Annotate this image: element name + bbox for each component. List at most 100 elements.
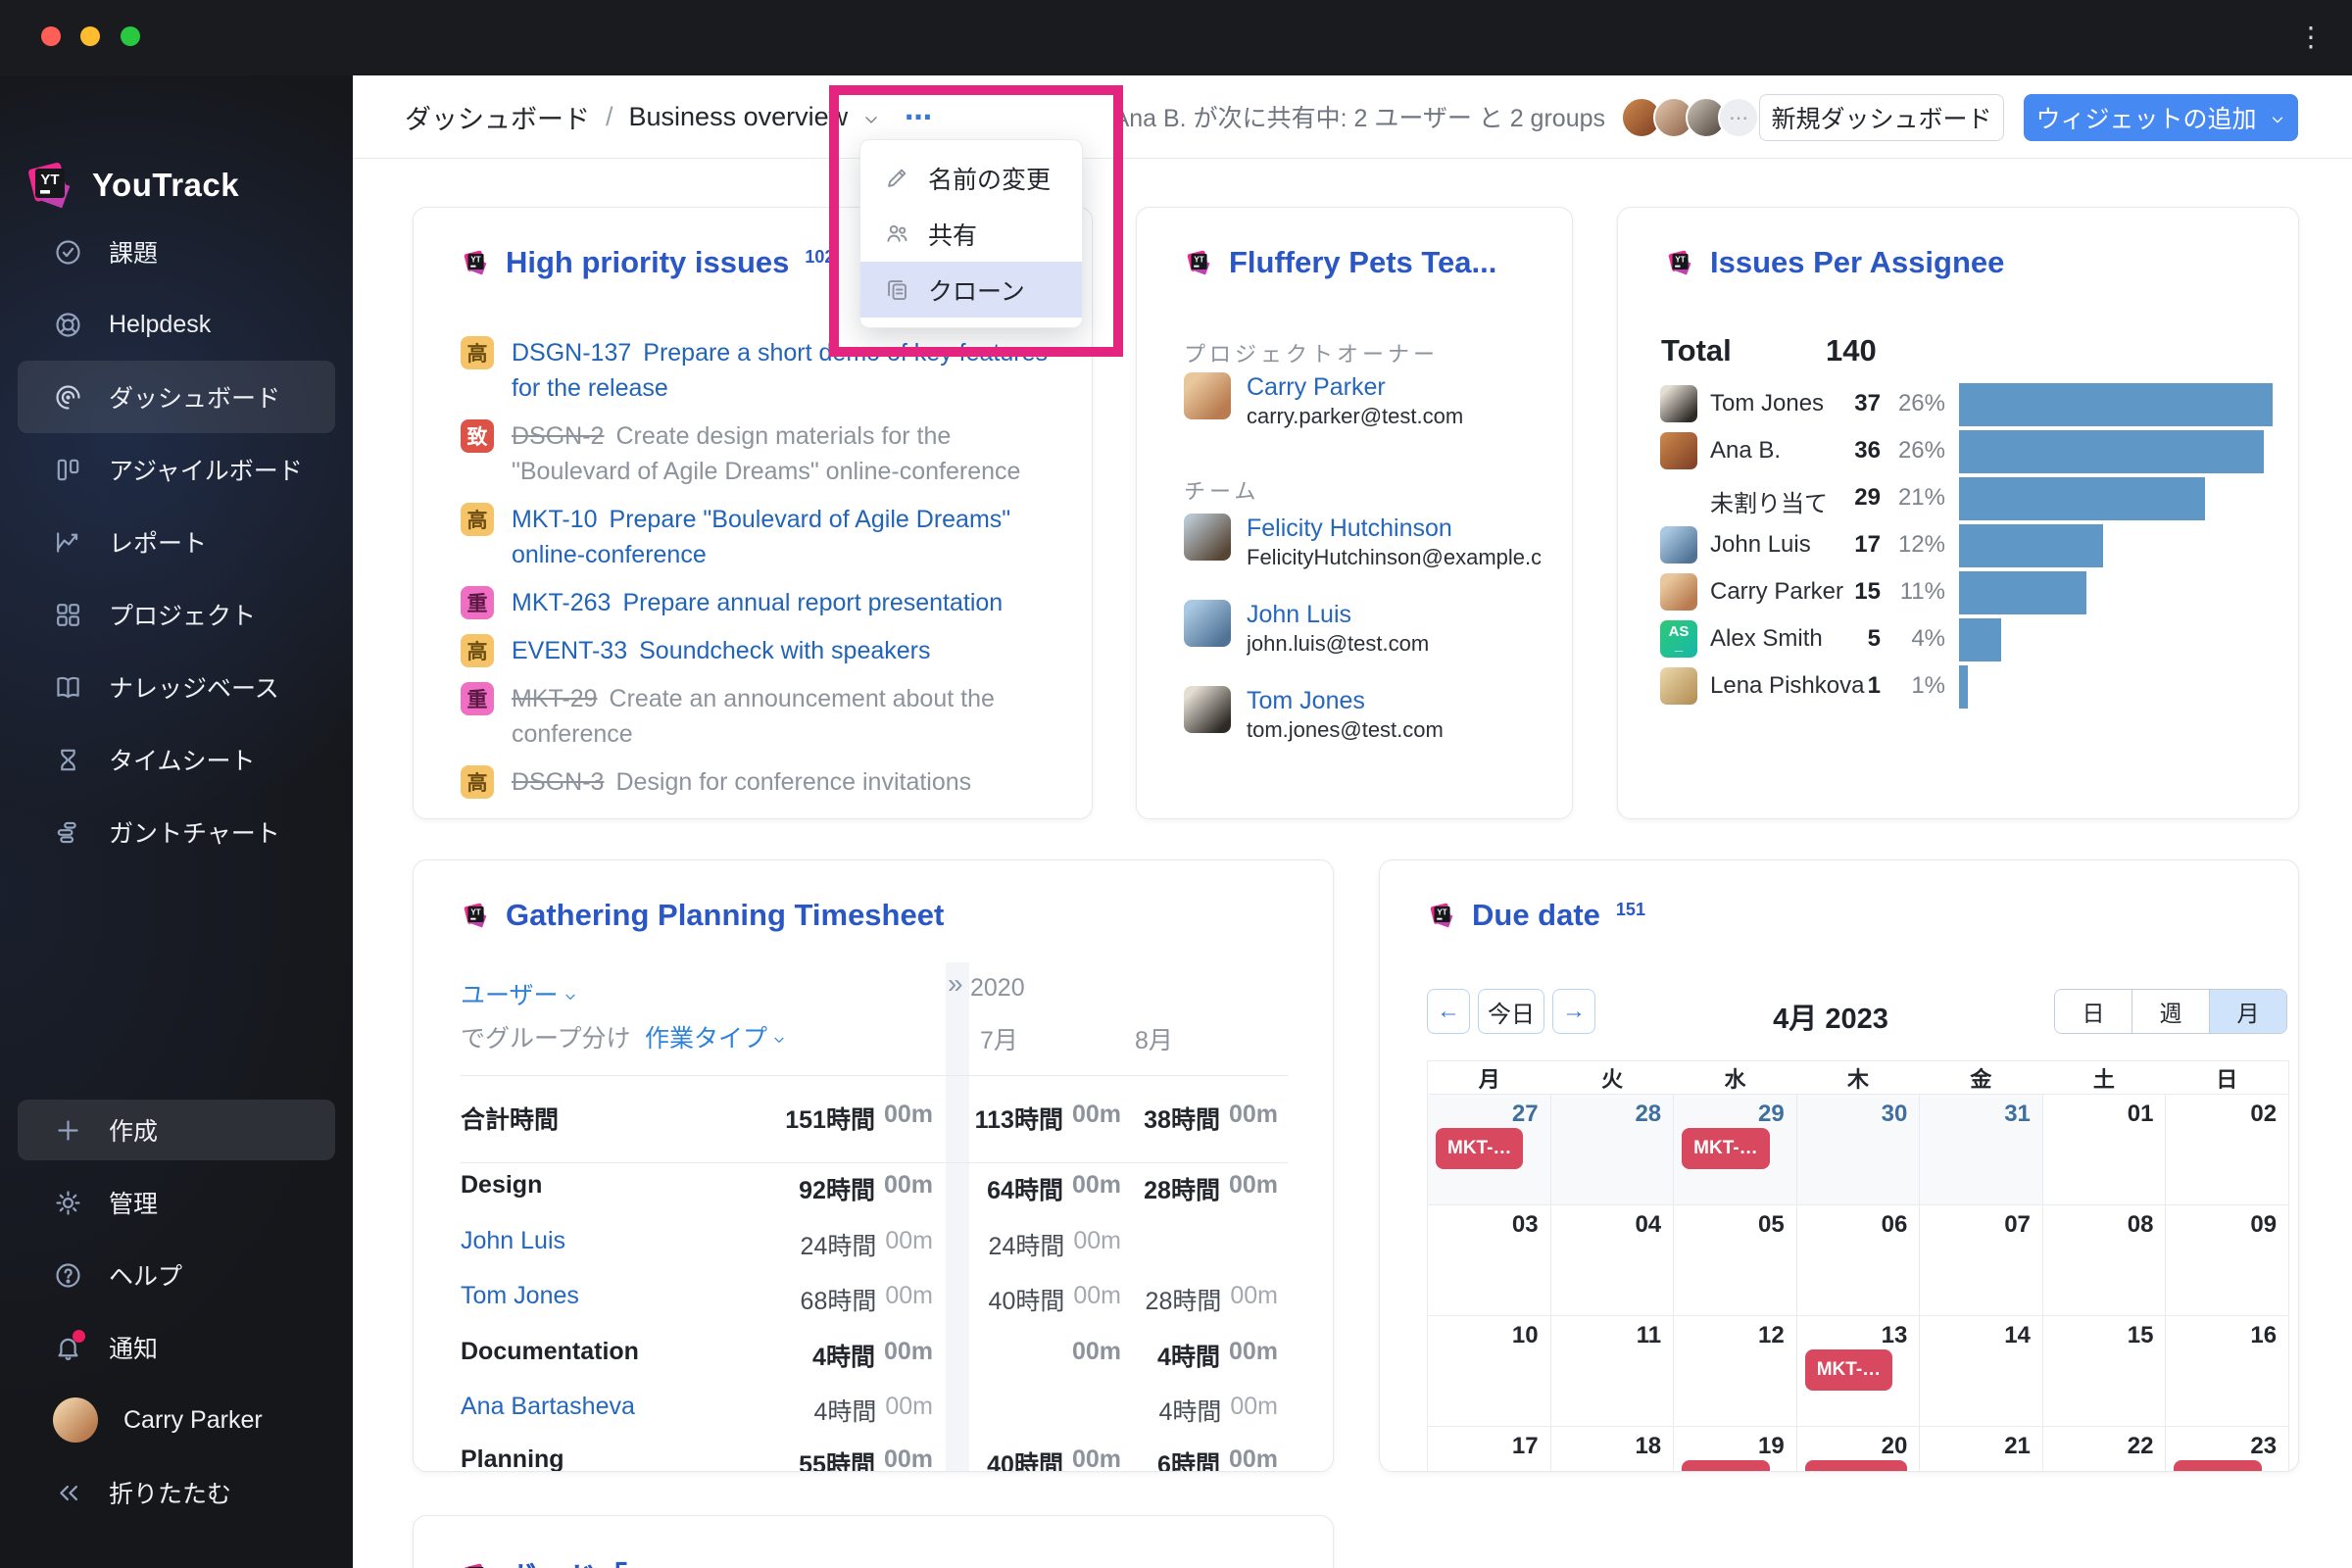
calendar-day-cell[interactable]: 07: [1919, 1205, 2042, 1315]
calendar-day-cell[interactable]: 31: [1919, 1095, 2042, 1204]
calendar-today-button[interactable]: 今日: [1478, 989, 1544, 1034]
widget-title-link[interactable]: Issues Per Assignee: [1710, 245, 2005, 279]
breadcrumb-dashboards-link[interactable]: ダッシュボード: [405, 104, 590, 134]
sidebar-item-knowledge-base[interactable]: ナレッジベース: [18, 651, 335, 723]
calendar-day-cell[interactable]: 12: [1673, 1316, 1796, 1426]
calendar-day-cell[interactable]: 14: [1919, 1316, 2042, 1426]
calendar-day-cell[interactable]: 02: [2165, 1095, 2289, 1204]
calendar-day-cell[interactable]: 18: [1549, 1427, 1674, 1471]
expand-columns-icon[interactable]: »: [948, 968, 963, 999]
breadcrumb-current[interactable]: Business overview: [628, 101, 849, 131]
calendar-day-cell[interactable]: 05: [1673, 1205, 1796, 1315]
calendar-day-cell[interactable]: 13 MKT-…: [1795, 1316, 1920, 1426]
window-close-button[interactable]: [41, 26, 61, 46]
group-field-value[interactable]: ユーザー: [461, 982, 559, 1009]
calendar-day-cell[interactable]: 27 MKT-…: [1428, 1095, 1550, 1204]
issue-summary-link[interactable]: Create design materials for the "Bouleva…: [512, 422, 1021, 485]
share-more-button[interactable]: ⋯: [1718, 97, 1759, 138]
add-widget-button[interactable]: ウィジェットの追加: [2024, 94, 2298, 141]
sidebar-item-dashboards[interactable]: ダッシュボード: [18, 361, 335, 433]
issue-id-link[interactable]: MKT-29: [512, 685, 598, 712]
calendar-day-cell[interactable]: 30: [1795, 1095, 1920, 1204]
window-kebab-icon[interactable]: ⋮: [2297, 22, 2325, 52]
menu-item-share-users[interactable]: 共有: [860, 206, 1082, 262]
calendar-issue-badge[interactable]: MKT-…: [1436, 1128, 1524, 1169]
assignee-name[interactable]: Alex Smith: [1710, 625, 1823, 652]
calendar-day-cell[interactable]: 15: [2041, 1316, 2166, 1426]
sidebar-item-plus[interactable]: 作成: [18, 1100, 335, 1160]
person-name-link[interactable]: John Luis: [1247, 601, 1352, 628]
assignee-name[interactable]: John Luis: [1710, 531, 1811, 558]
issue-id-link[interactable]: DSGN-3: [512, 768, 605, 796]
calendar-view-週[interactable]: 週: [2132, 990, 2209, 1033]
sidebar-item-tasks[interactable]: 課題: [18, 216, 335, 288]
sidebar-item-profile[interactable]: Carry Parker: [18, 1384, 335, 1456]
assignee-name[interactable]: Ana B.: [1710, 437, 1782, 464]
calendar-day-cell[interactable]: 17: [1428, 1427, 1550, 1471]
chevron-down-icon[interactable]: [861, 110, 881, 129]
timesheet-user-link[interactable]: Ana Bartasheva: [461, 1393, 635, 1420]
person-name-link[interactable]: Tom Jones: [1247, 687, 1365, 714]
sidebar-item-reports[interactable]: レポート: [18, 506, 335, 578]
calendar-issue-badge[interactable]: DSGN-…: [1804, 1460, 1907, 1471]
assignee-name[interactable]: 未割り当て: [1710, 491, 1828, 517]
person-name-link[interactable]: Carry Parker: [1247, 373, 1386, 401]
calendar-day-cell[interactable]: 09: [2165, 1205, 2289, 1315]
calendar-day-cell[interactable]: 19MKT-…: [1673, 1427, 1796, 1471]
widget-title-link[interactable]: ボード「Event Mngmnt Dept D: [506, 1553, 943, 1568]
sidebar-item-collapse[interactable]: 折りたたむ: [18, 1456, 335, 1529]
calendar-issue-badge[interactable]: MKT-…: [1804, 1349, 1893, 1391]
sidebar-item-agile-board[interactable]: アジャイルボード: [18, 433, 335, 506]
calendar-issue-badge[interactable]: MKT-…: [1682, 1460, 1770, 1471]
assignee-name[interactable]: Carry Parker: [1710, 578, 1844, 605]
sidebar-item-help[interactable]: ヘルプ: [18, 1239, 335, 1311]
issue-summary-link[interactable]: Soundcheck with speakers: [639, 637, 931, 664]
issue-summary-link[interactable]: Create an announcement about the confere…: [512, 685, 995, 748]
person-name-link[interactable]: Felicity Hutchinson: [1247, 514, 1452, 542]
assignee-name[interactable]: Lena Pishkova: [1710, 672, 1865, 699]
calendar-day-cell[interactable]: 29 MKT-…: [1673, 1095, 1796, 1204]
calendar-day-cell[interactable]: 03: [1428, 1205, 1550, 1315]
group-field-select[interactable]: ユーザー: [461, 976, 578, 1011]
calendar-next-button[interactable]: →: [1552, 989, 1595, 1034]
calendar-issue-badge[interactable]: MKT-…: [1682, 1128, 1770, 1169]
issue-summary-link[interactable]: Prepare annual report presentation: [622, 589, 1004, 616]
issue-summary-link[interactable]: Prepare "Boulevard of Agile Dreams" onli…: [512, 506, 1011, 568]
issue-id-link[interactable]: DSGN-2: [512, 422, 605, 450]
window-minimize-button[interactable]: [80, 26, 100, 46]
issue-id-link[interactable]: MKT-10: [512, 506, 598, 533]
calendar-day-cell[interactable]: 16: [2165, 1316, 2289, 1426]
calendar-day-cell[interactable]: 28: [1549, 1095, 1674, 1204]
calendar-view-日[interactable]: 日: [2055, 990, 2132, 1033]
menu-item-pencil[interactable]: 名前の変更: [860, 150, 1082, 206]
sidebar-item-gear[interactable]: 管理: [18, 1166, 335, 1239]
issue-id-link[interactable]: MKT-263: [512, 589, 612, 616]
calendar-day-cell[interactable]: 23MKT-…: [2165, 1427, 2289, 1471]
window-zoom-button[interactable]: [121, 26, 140, 46]
new-dashboard-button[interactable]: 新規ダッシュボード: [1759, 94, 2004, 141]
calendar-prev-button[interactable]: ←: [1427, 989, 1470, 1034]
sidebar-item-bell[interactable]: 通知: [18, 1311, 335, 1384]
youtrack-logo[interactable]: YT YouTrack: [22, 158, 239, 213]
sidebar-item-timesheets[interactable]: タイムシート: [18, 723, 335, 796]
timesheet-user-link[interactable]: John Luis: [461, 1227, 566, 1254]
sidebar-item-gantt[interactable]: ガントチャート: [18, 796, 335, 868]
calendar-day-cell[interactable]: 20DSGN-…: [1795, 1427, 1920, 1471]
widget-title-link[interactable]: Fluffery Pets Tea...: [1229, 245, 1497, 279]
widget-title-link[interactable]: Gathering Planning Timesheet: [506, 898, 945, 932]
calendar-day-cell[interactable]: 11: [1549, 1316, 1674, 1426]
calendar-day-cell[interactable]: 21: [1919, 1427, 2042, 1471]
issue-summary-link[interactable]: Design for conference invitations: [615, 768, 972, 796]
timesheet-user-link[interactable]: Tom Jones: [461, 1282, 579, 1309]
issue-id-link[interactable]: EVENT-33: [512, 637, 628, 664]
calendar-issue-badge[interactable]: MKT-…: [2174, 1460, 2262, 1471]
dashboard-kebab-icon[interactable]: ⋯: [905, 101, 935, 132]
sidebar-item-projects[interactable]: プロジェクト: [18, 578, 335, 651]
menu-item-clone[interactable]: クローン: [860, 262, 1082, 318]
calendar-day-cell[interactable]: 22: [2041, 1427, 2166, 1471]
widget-title-link[interactable]: Due date: [1472, 898, 1600, 932]
calendar-view-月[interactable]: 月: [2209, 990, 2286, 1033]
issue-id-link[interactable]: DSGN-137: [512, 339, 632, 367]
calendar-day-cell[interactable]: 10: [1428, 1316, 1550, 1426]
calendar-day-cell[interactable]: 01: [2041, 1095, 2166, 1204]
